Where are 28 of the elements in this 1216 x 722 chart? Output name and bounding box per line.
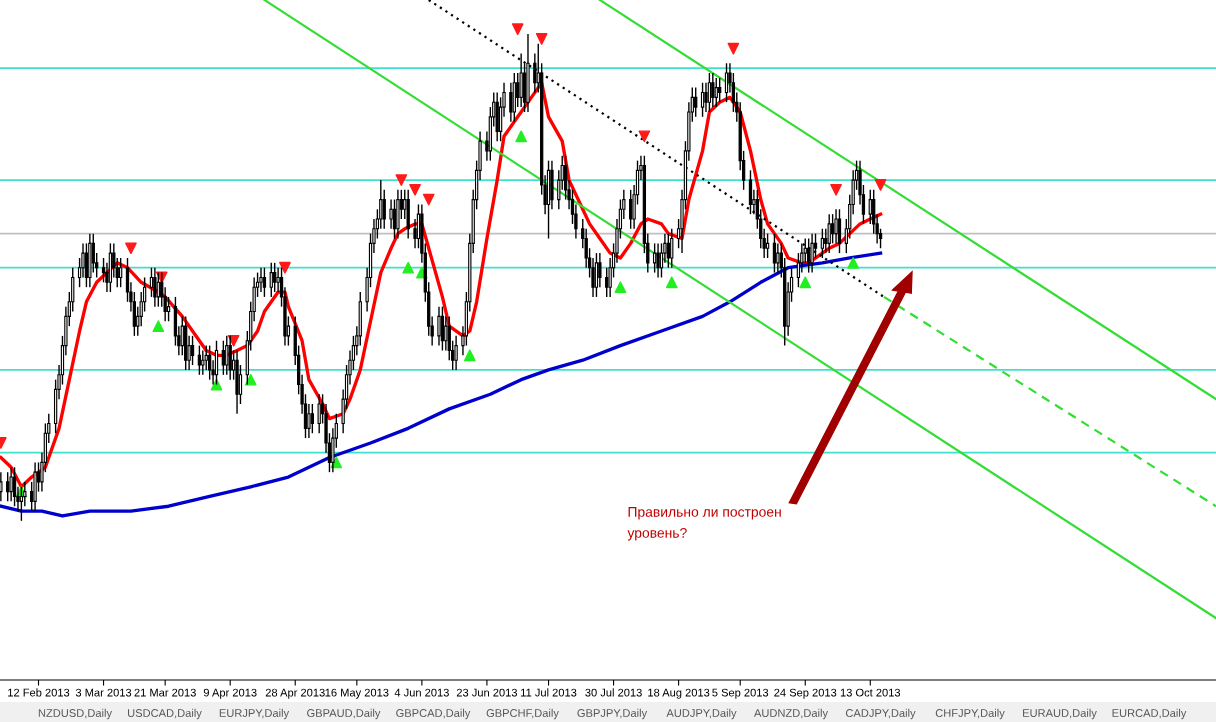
x-tick-label: 21 Mar 2013 xyxy=(134,688,196,697)
text: AUDNZD,Daily xyxy=(753,708,829,720)
x-tick-label: 18 Aug 2013 xyxy=(648,688,710,699)
text: GBPJPY,Daily xyxy=(577,708,648,720)
text: NZDUSD,Daily xyxy=(38,708,113,720)
x-tick-label: 30 Jul 2013 xyxy=(585,688,642,697)
text: GBPAUD,Daily xyxy=(307,708,381,720)
x-tick-label: 13 Oct 2013 xyxy=(840,688,901,697)
text: CADJPY,Daily xyxy=(845,708,916,720)
x-tick-label: 11 Jul 2013 xyxy=(521,688,577,697)
text: EURCAD,Daily xyxy=(1112,708,1187,720)
x-tick-label: 12 Feb 2013 xyxy=(8,688,70,697)
x-tick-label: 16 May 2013 xyxy=(325,688,389,699)
annotation: Правильно ли построен уровень? xyxy=(627,507,781,541)
x-tick-label: 24 Sep 2013 xyxy=(774,688,837,699)
text: EURAUD,Daily xyxy=(1023,708,1097,720)
x-tick-label: 23 Jun 2013 xyxy=(456,688,518,697)
text: GBPCAD,Daily xyxy=(396,708,471,720)
text: CHFJPY,Daily xyxy=(935,708,1005,720)
x-tick-label: 28 Apr 2013 xyxy=(265,688,325,699)
text: AUDJPY,Daily xyxy=(666,708,737,720)
text: USDCAD,Daily xyxy=(128,708,202,720)
text: GBPCHF,Daily xyxy=(486,708,559,720)
x-tick-label: 5 Sep 2013 xyxy=(712,688,769,699)
x-tick-label: 4 Jun 2013 xyxy=(394,688,449,697)
x-tick-label: 9 Apr 2013 xyxy=(203,688,257,699)
x-tick-label: 3 Mar 2013 xyxy=(75,688,132,697)
text: EURJPY,Daily xyxy=(219,708,290,720)
